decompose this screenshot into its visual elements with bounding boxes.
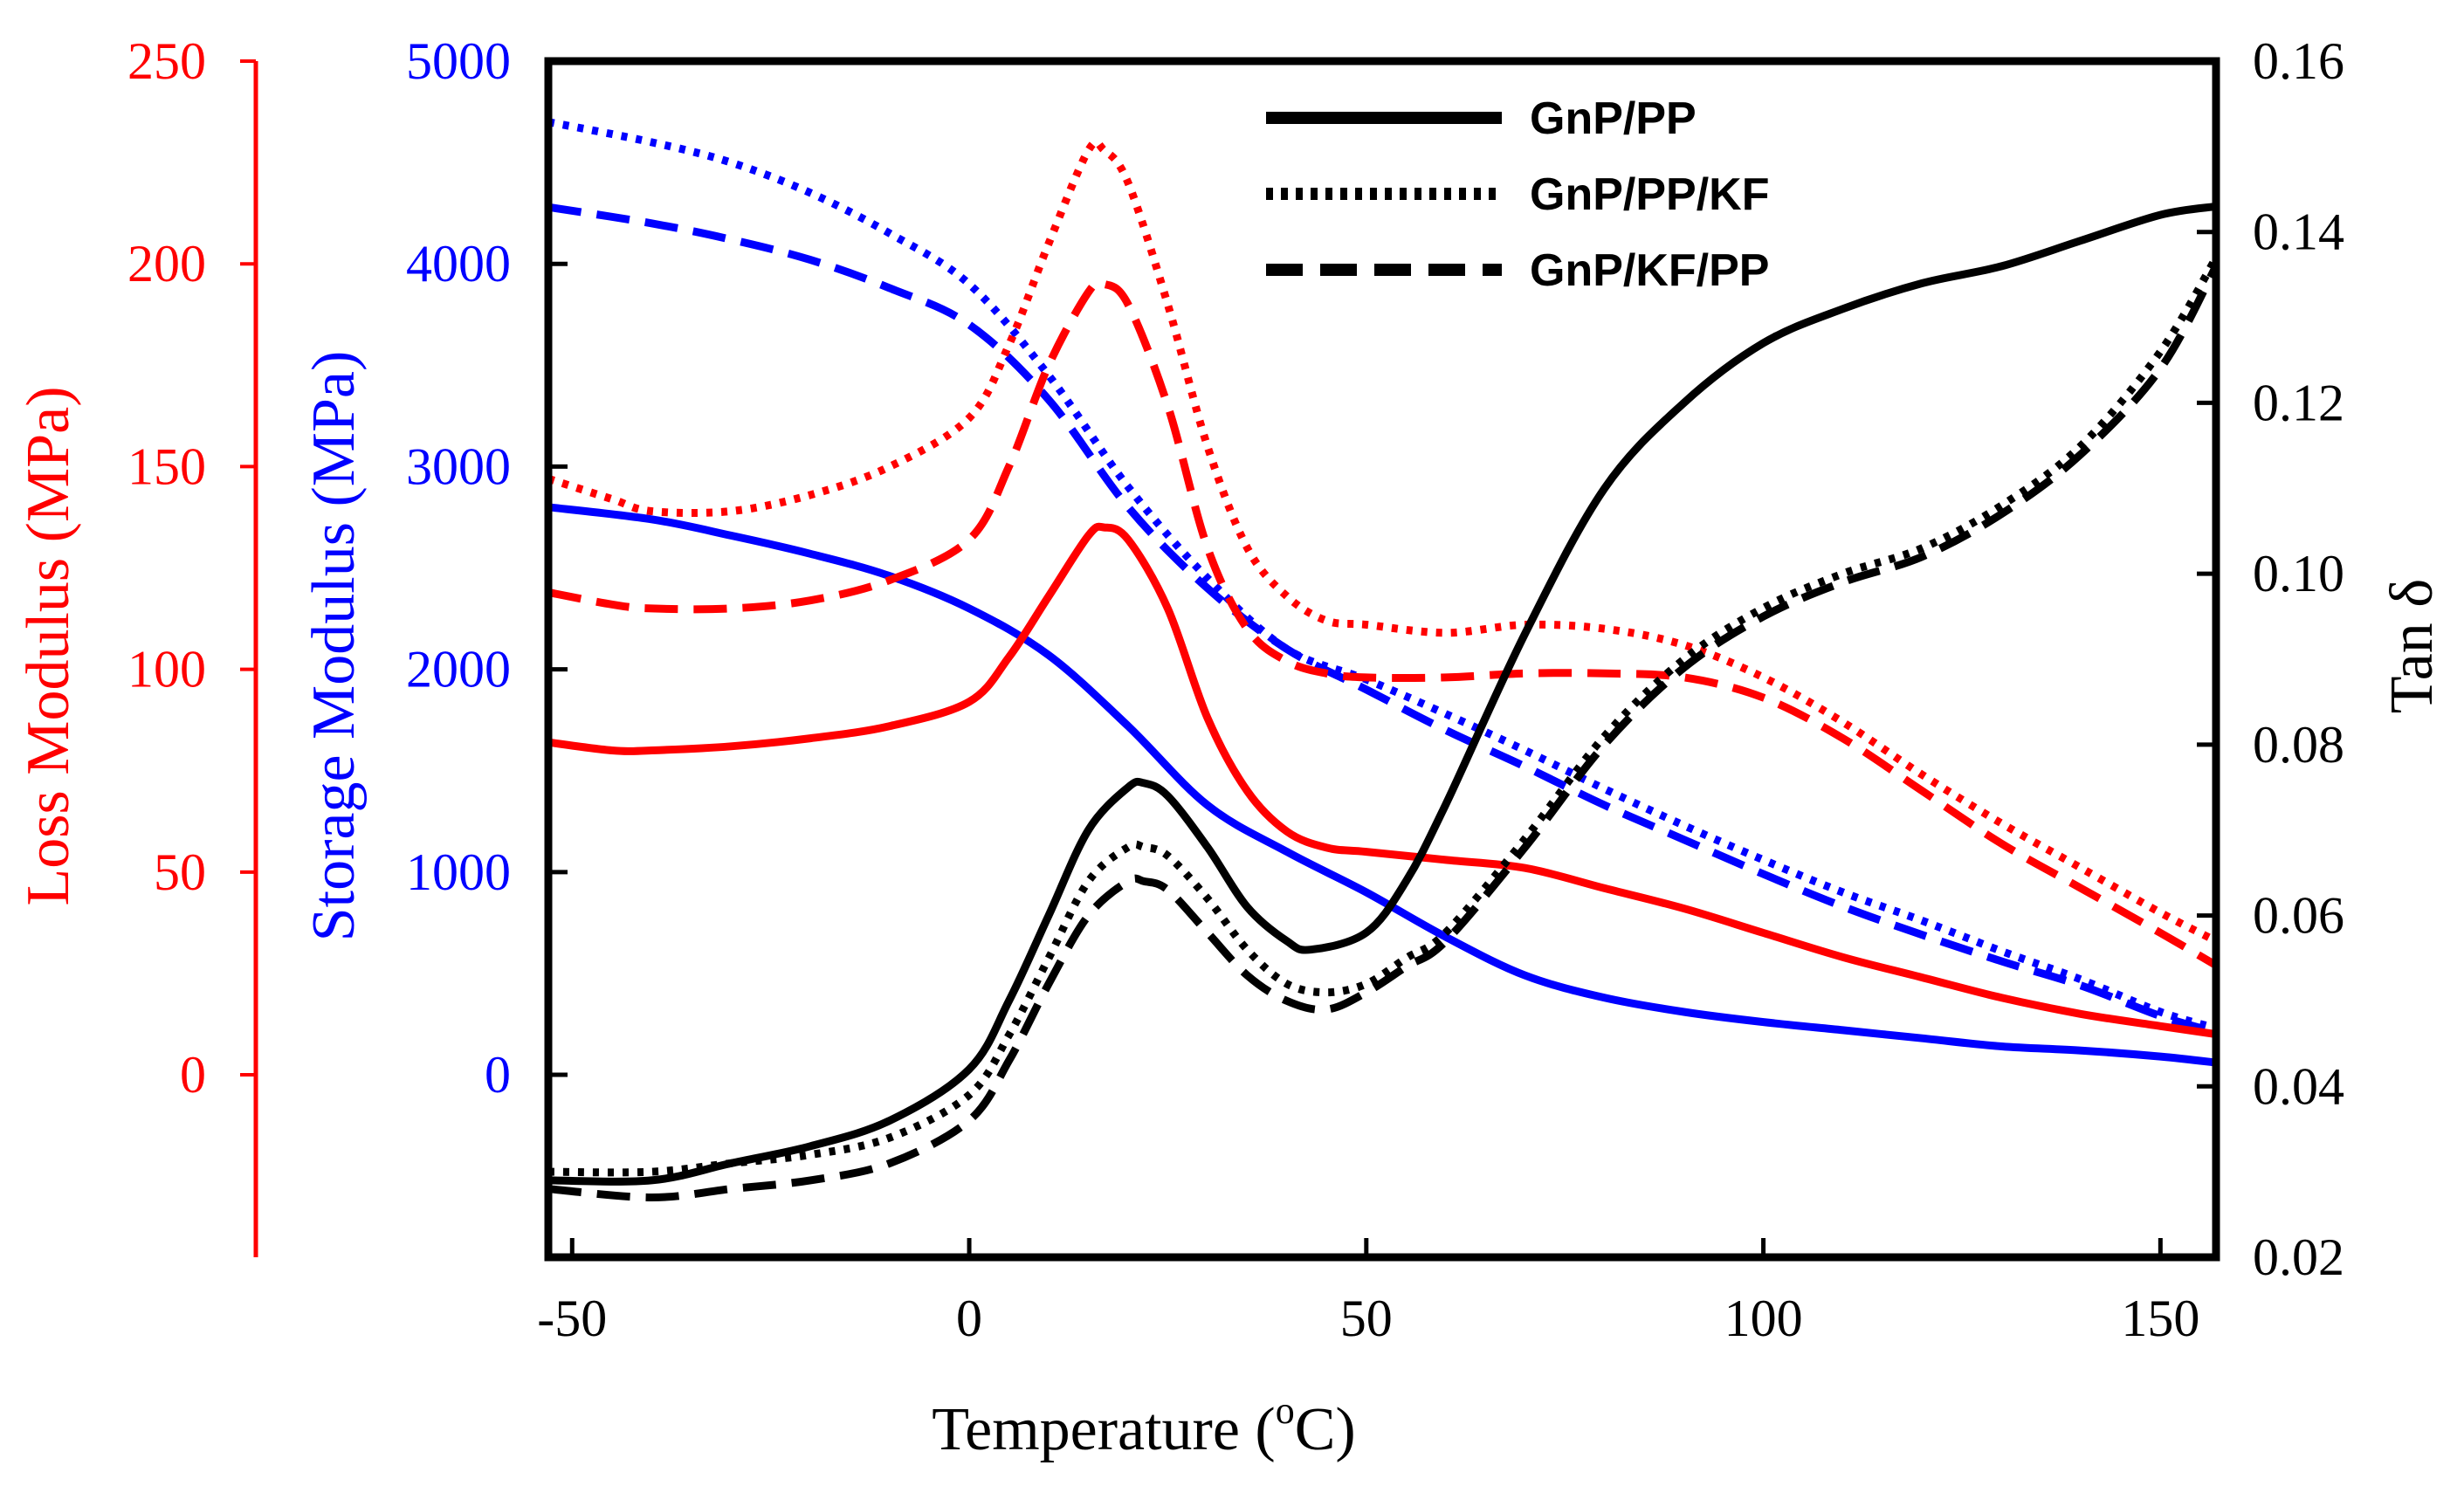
loss-tick-label: 100 bbox=[127, 641, 206, 698]
x-tick-label: 150 bbox=[2121, 1290, 2199, 1347]
storage-axis-title: Storage Modulus (MPa) bbox=[300, 351, 368, 942]
legend-label-gnp-kf-pp: GnP/KF/PP bbox=[1530, 245, 1769, 296]
tan-tick-label: 0.14 bbox=[2253, 203, 2344, 261]
tan-tick-label: 0.16 bbox=[2253, 32, 2344, 90]
loss-tick-label: 50 bbox=[154, 843, 206, 901]
tan-tick-label: 0.12 bbox=[2253, 374, 2344, 431]
tan-tick-label: 0.10 bbox=[2253, 545, 2344, 602]
tan-tick-label: 0.08 bbox=[2253, 716, 2344, 774]
loss-axis-title: Loss Modulus (MPa) bbox=[15, 386, 82, 905]
tan-tick-label: 0.04 bbox=[2253, 1057, 2344, 1115]
series-line-storage-gnp-pp bbox=[547, 503, 2217, 1067]
x-tick-label: 50 bbox=[1340, 1290, 1393, 1347]
storage-tick-label: 0 bbox=[485, 1046, 511, 1104]
loss-tick-label: 200 bbox=[127, 235, 206, 292]
axes-layer: -50 0 50 100 150 0 1000 2000 3000 4000 5000 0 50 100 1… bbox=[127, 32, 2344, 1347]
series-line-tan-gnp-pp bbox=[547, 202, 2217, 1186]
loss-tick-label: 150 bbox=[127, 437, 206, 495]
series-line-loss-gnp-pp-kf bbox=[547, 138, 2219, 945]
storage-tick-label: 4000 bbox=[406, 235, 511, 292]
series-line-storage-gnp-kf-pp bbox=[547, 203, 2218, 1036]
tan-axis-title: Tan δ bbox=[2378, 579, 2446, 713]
legend: GnP/PP GnP/PP/KF GnP/KF/PP bbox=[1266, 93, 1769, 296]
tan-tick-label: 0.06 bbox=[2253, 887, 2344, 945]
legend-label-gnp-pp: GnP/PP bbox=[1530, 93, 1697, 144]
legend-label-gnp-pp-kf: GnP/PP/KF bbox=[1530, 169, 1769, 220]
x-axis-title: Temperature (oC) bbox=[932, 1389, 1355, 1463]
plot-frame bbox=[544, 57, 2220, 1262]
storage-tick-label: 2000 bbox=[406, 641, 511, 698]
series-line-loss-gnp-kf-pp bbox=[547, 278, 2219, 969]
loss-tick-label: 250 bbox=[127, 32, 206, 90]
storage-tick-label: 3000 bbox=[406, 437, 511, 495]
x-tick-label: -50 bbox=[537, 1290, 607, 1347]
loss-tick-label: 0 bbox=[180, 1046, 206, 1104]
x-tick-label: 100 bbox=[1724, 1290, 1803, 1347]
storage-tick-label: 1000 bbox=[406, 843, 511, 901]
tan-tick-label: 0.02 bbox=[2253, 1228, 2344, 1286]
series-line-tan-gnp-kf-pp bbox=[547, 264, 2220, 1201]
storage-tick-label: 5000 bbox=[406, 32, 511, 90]
series-line-loss-gnp-pp bbox=[547, 522, 2217, 1039]
plot-lines bbox=[547, 118, 2220, 1201]
series-line-tan-gnp-pp-kf bbox=[547, 255, 2220, 1177]
x-tick-label: 0 bbox=[956, 1290, 982, 1347]
